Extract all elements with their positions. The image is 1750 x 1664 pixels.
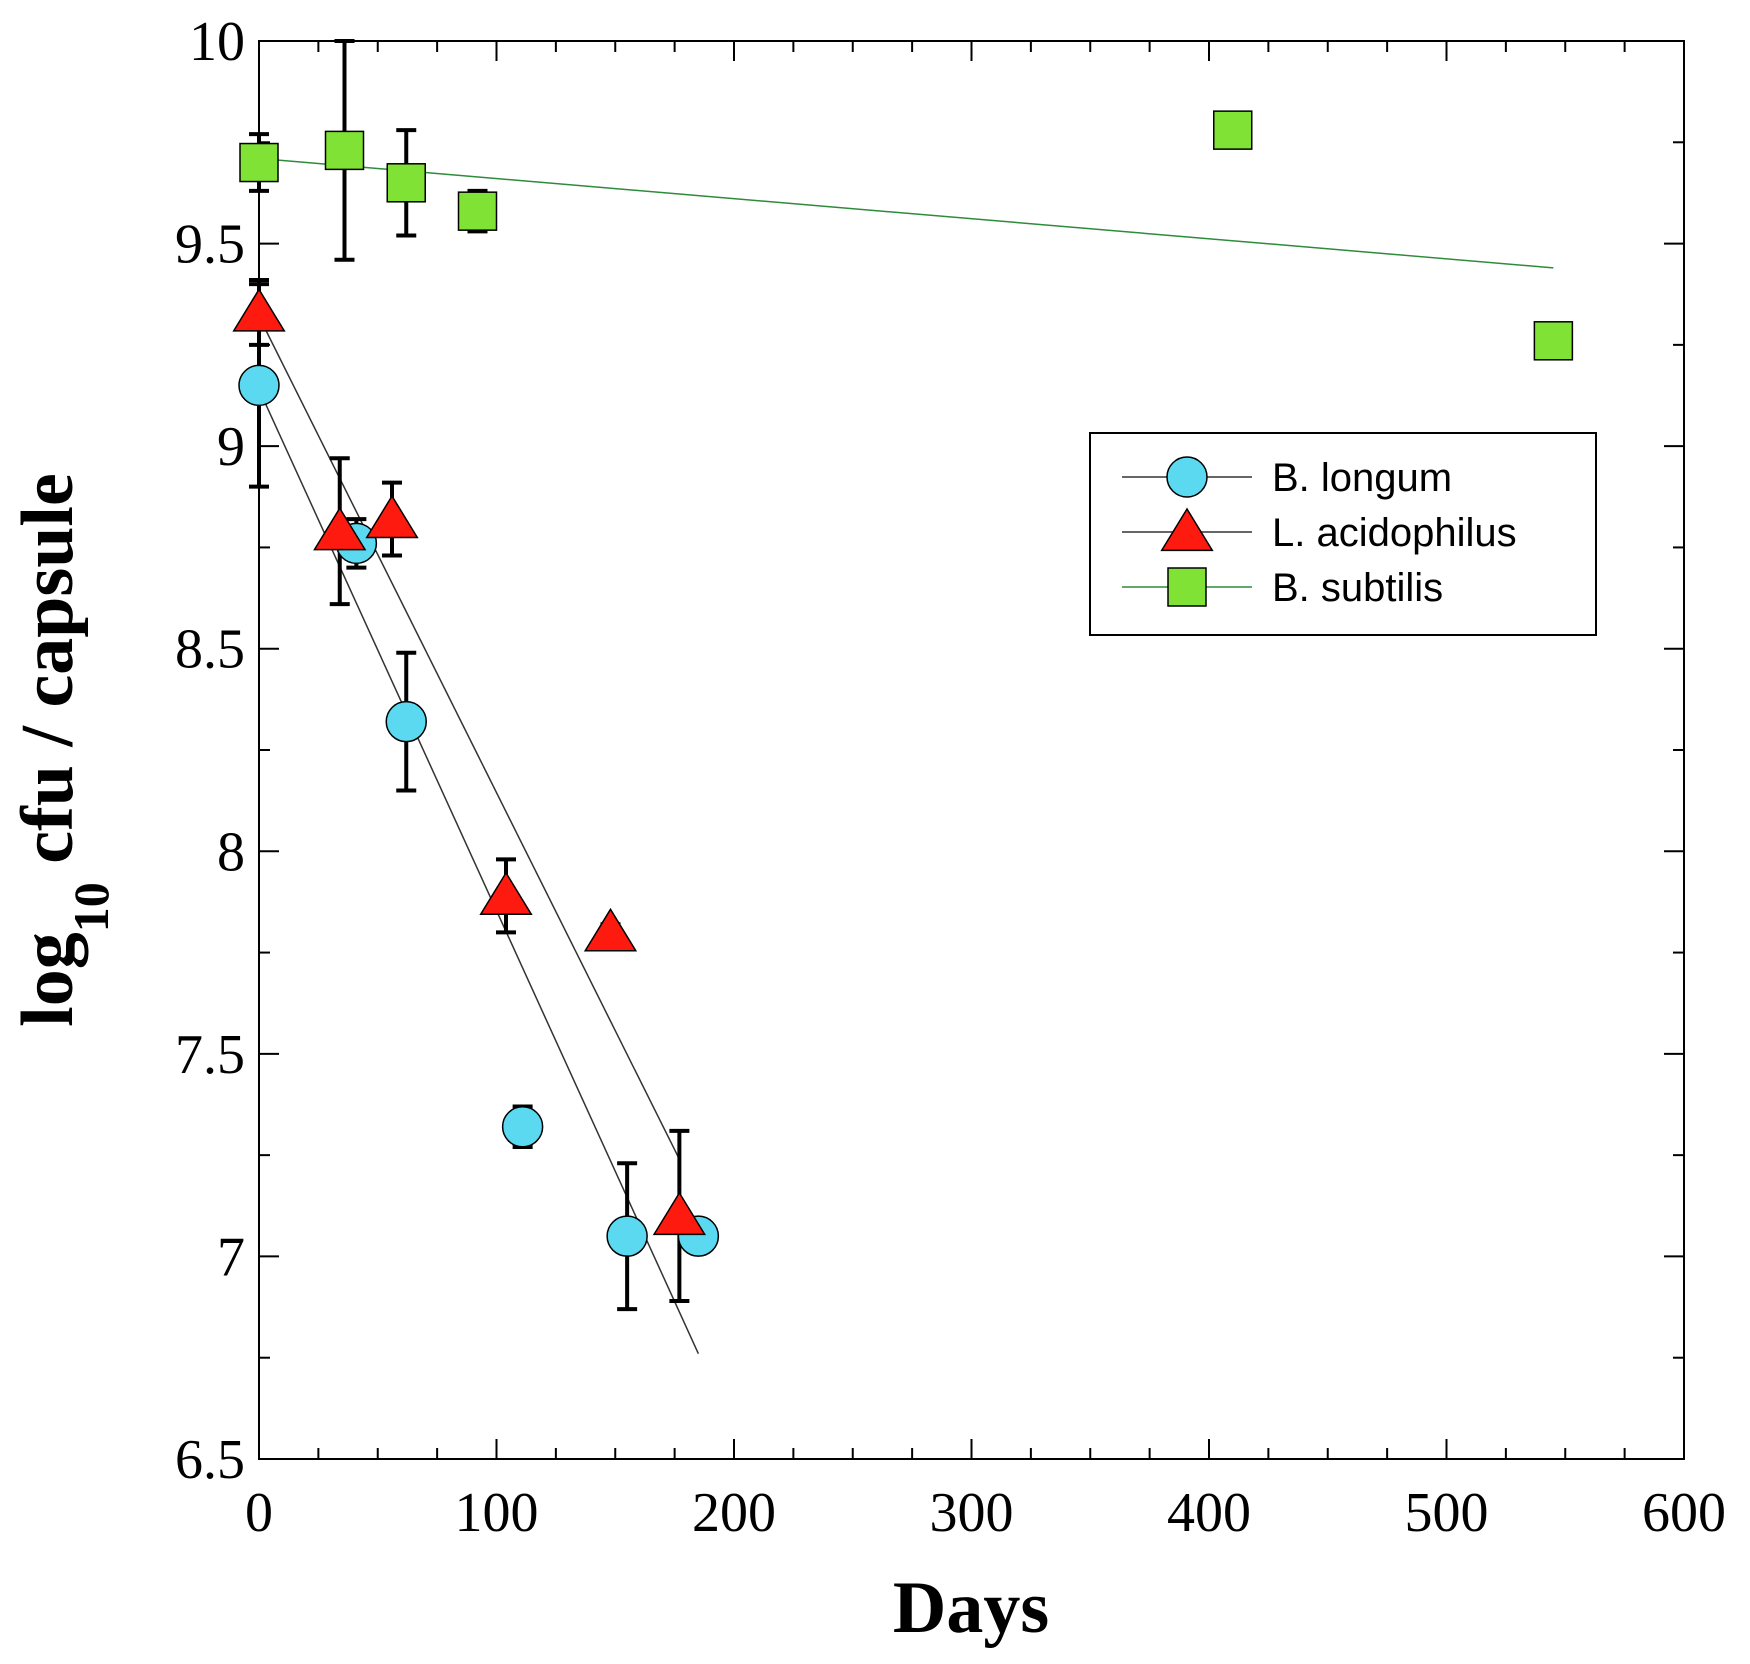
y-tick-label: 7.5 <box>175 1024 245 1086</box>
fit-line-triangle <box>258 316 681 1160</box>
x-tick-label: 600 <box>1642 1482 1726 1544</box>
legend-label-circle: B. longum <box>1272 456 1452 500</box>
point-circle <box>606 1215 648 1257</box>
x-tick-label: 100 <box>455 1482 539 1544</box>
point-square <box>324 130 365 171</box>
legend-label-triangle: L. acidophilus <box>1272 511 1517 555</box>
fit-line-square <box>258 157 1554 269</box>
point-triangle <box>583 907 638 952</box>
x-tick-label: 500 <box>1405 1482 1489 1544</box>
legend-label-square: B. subtilis <box>1272 566 1443 610</box>
y-tick-label: 7 <box>217 1226 245 1288</box>
point-square <box>1533 321 1574 361</box>
x-tick-label: 200 <box>692 1482 776 1544</box>
point-square <box>457 191 498 231</box>
x-tick-label: 300 <box>930 1482 1014 1544</box>
x-tick-label: 400 <box>1167 1482 1251 1544</box>
legend: B. longum L. acidophilus B. subtilis <box>1089 432 1597 636</box>
legend-marker-circle <box>1166 456 1208 498</box>
data-markers <box>232 110 1574 1257</box>
y-axis-title-rest: cfu / capsule <box>7 473 89 882</box>
x-axis-title: Days <box>893 1567 1049 1649</box>
y-tick-label: 10 <box>189 11 245 73</box>
point-square <box>239 142 279 183</box>
point-circle <box>238 364 280 407</box>
y-tick-label: 8.5 <box>175 619 245 681</box>
tick-marks <box>258 40 1685 1460</box>
y-axis-title: log10 cfu / capsule <box>7 473 119 1027</box>
point-circle <box>501 1106 544 1148</box>
y-tick-label: 6.5 <box>175 1429 245 1491</box>
y-tick-label: 9 <box>217 416 245 478</box>
y-tick-label: 8 <box>217 821 245 883</box>
y-tick-label: 9.5 <box>175 214 245 276</box>
point-triangle <box>232 288 286 332</box>
point-square <box>1213 110 1253 150</box>
tick-labels: 0 100 200 300 400 500 600 6.5 7 7.5 8 8.5 9 9.5 10 <box>175 11 1726 1544</box>
point-triangle <box>365 494 419 539</box>
plot-frame <box>258 40 1685 1460</box>
point-circle <box>385 700 427 743</box>
y-axis-title-log: log <box>7 932 89 1027</box>
point-triangle <box>479 871 533 916</box>
y-axis-title-subscript: 10 <box>63 882 119 932</box>
legend-marker-square <box>1167 567 1207 607</box>
legend-marker-triangle <box>1160 507 1214 552</box>
point-triangle <box>652 1191 707 1236</box>
x-tick-label: 0 <box>245 1482 273 1544</box>
point-square <box>386 163 426 203</box>
point-triangle <box>313 506 367 551</box>
